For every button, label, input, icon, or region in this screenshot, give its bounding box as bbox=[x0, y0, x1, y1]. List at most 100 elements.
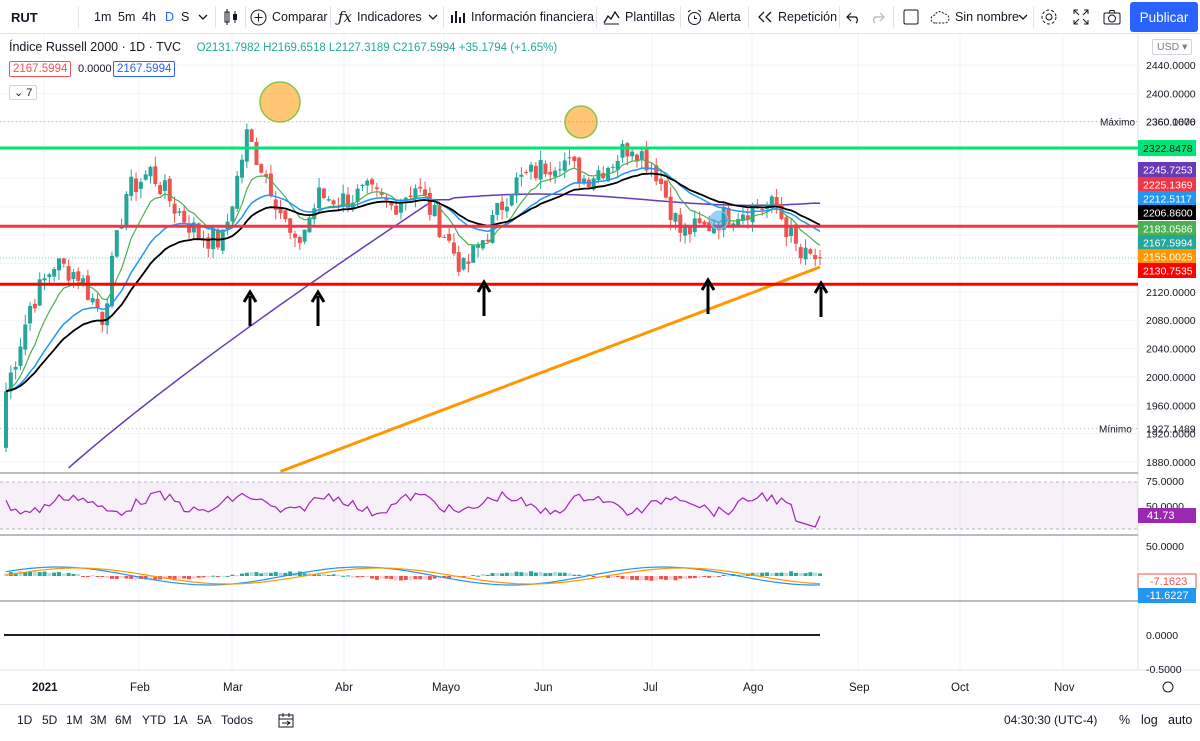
indicator-count-toggle[interactable]: ⌄ 7 bbox=[9, 85, 38, 100]
log-scale-toggle[interactable]: log bbox=[1141, 713, 1158, 727]
candle bbox=[114, 229, 119, 258]
candle-body bbox=[524, 172, 529, 174]
macd-histogram-bar bbox=[230, 574, 235, 576]
interval-4h[interactable]: 4h bbox=[142, 10, 156, 24]
macd-histogram-bar bbox=[779, 572, 784, 576]
range-all[interactable]: Todos bbox=[221, 713, 254, 727]
macd-histogram-bar bbox=[581, 575, 586, 577]
macd-histogram-bar bbox=[639, 576, 644, 581]
settings-gear-icon[interactable] bbox=[1040, 0, 1058, 34]
interval-dropdown-icon[interactable] bbox=[198, 0, 208, 34]
min-value: 1927.1489 bbox=[1146, 424, 1196, 436]
candle-body bbox=[471, 245, 476, 263]
macd-histogram-bar bbox=[215, 576, 220, 577]
range-6m[interactable]: 6M bbox=[115, 713, 132, 727]
candle-body bbox=[437, 205, 442, 238]
x-tick-label: 2021 bbox=[32, 682, 58, 694]
x-tick-label: Abr bbox=[335, 682, 353, 694]
fullscreen-icon[interactable] bbox=[1073, 0, 1089, 34]
range-3m[interactable]: 3M bbox=[90, 713, 107, 727]
percent-scale-toggle[interactable]: % bbox=[1119, 713, 1131, 727]
price-label: 2245.7253 bbox=[1143, 165, 1193, 177]
candle bbox=[336, 197, 341, 211]
camera-icon[interactable] bbox=[1103, 0, 1121, 34]
interval-5m[interactable]: 5m bbox=[118, 10, 136, 24]
templates-button[interactable]: Plantillas bbox=[603, 0, 675, 34]
candle-body bbox=[668, 196, 673, 221]
range-1m[interactable]: 1M bbox=[66, 713, 83, 727]
macd-histogram-bar bbox=[23, 572, 28, 576]
candle bbox=[76, 267, 81, 290]
ask-price-pill[interactable]: 2167.5994 bbox=[113, 61, 176, 77]
macd-histogram-bar bbox=[355, 576, 360, 578]
candles-style-icon[interactable] bbox=[222, 0, 240, 34]
macd-histogram-bar bbox=[634, 576, 639, 581]
macd-histogram-bar bbox=[95, 576, 100, 578]
range-5d[interactable]: 5D bbox=[42, 713, 58, 727]
interval-s[interactable]: S bbox=[181, 10, 190, 24]
macd-histogram-bar bbox=[336, 574, 341, 576]
indicators-button[interactable]: ƒx Indicadores bbox=[338, 0, 422, 34]
price-chart[interactable]: 2440.00002400.00002360.00002320.00002280… bbox=[0, 34, 1200, 704]
indicators-dropdown-icon[interactable] bbox=[428, 0, 438, 34]
compare-button[interactable]: Comparar bbox=[250, 0, 328, 34]
candle bbox=[230, 205, 235, 227]
candle-body bbox=[736, 219, 741, 226]
interval-1m[interactable]: 1m bbox=[94, 10, 112, 24]
candle-body bbox=[760, 208, 765, 210]
candle bbox=[124, 191, 129, 231]
range-1d[interactable]: 1D bbox=[17, 713, 33, 727]
pattern-circle-orange bbox=[259, 81, 301, 123]
layout-name-button[interactable]: Sin nombre bbox=[930, 0, 1019, 34]
candle-body bbox=[4, 391, 8, 448]
candle bbox=[423, 181, 428, 197]
redo-icon[interactable] bbox=[869, 0, 885, 34]
range-5a[interactable]: 5A bbox=[197, 713, 212, 727]
rsi-band bbox=[0, 482, 1138, 529]
chart-area[interactable]: 2440.00002400.00002360.00002320.00002280… bbox=[0, 34, 1200, 704]
macd-histogram-bar bbox=[211, 575, 216, 577]
candle bbox=[509, 194, 514, 207]
toolbar-divider bbox=[245, 6, 246, 28]
interval-d[interactable]: D bbox=[165, 10, 175, 24]
x-tick-label: Jul bbox=[643, 682, 658, 694]
auto-scale-toggle[interactable]: auto bbox=[1168, 713, 1193, 727]
toolbar-divider bbox=[893, 6, 894, 28]
publish-button[interactable]: Publicar bbox=[1130, 2, 1198, 32]
macd-histogram-bar bbox=[379, 576, 384, 579]
y-tick-label: 1960.0000 bbox=[1146, 400, 1196, 412]
timezone-clock[interactable]: 04:30:30 (UTC-4) bbox=[1004, 713, 1098, 727]
toolbar-divider bbox=[330, 6, 331, 28]
candle bbox=[398, 198, 403, 220]
macd-histogram-bar bbox=[423, 576, 428, 580]
fullscreen-chart-icon[interactable] bbox=[903, 0, 919, 34]
macd-histogram-bar bbox=[649, 576, 654, 581]
macd-histogram-bar bbox=[538, 572, 543, 576]
goto-date-icon[interactable] bbox=[278, 705, 294, 735]
legend-title: Índice Russell 2000 · 1D · TVC bbox=[9, 40, 182, 54]
toolbar-divider bbox=[680, 6, 681, 28]
macd-histogram-bar bbox=[471, 575, 476, 577]
currency-selector[interactable]: USD ▾ bbox=[1152, 39, 1193, 55]
replay-button[interactable]: Repetición bbox=[757, 0, 837, 34]
macd-signal-line bbox=[5, 567, 821, 585]
financials-button[interactable]: Información financiera bbox=[450, 0, 594, 34]
candle-body bbox=[509, 194, 514, 206]
price-label-bg bbox=[1138, 235, 1196, 250]
symbol-search-button[interactable]: RUT bbox=[11, 9, 38, 25]
arrow-head bbox=[700, 277, 716, 291]
bid-price-pill[interactable]: 2167.5994 bbox=[9, 61, 72, 77]
candle bbox=[456, 245, 461, 276]
range-ytd[interactable]: YTD bbox=[142, 713, 166, 727]
candle bbox=[37, 272, 42, 307]
macd-histogram-bar bbox=[81, 576, 86, 577]
undo-icon[interactable] bbox=[846, 0, 862, 34]
candle bbox=[529, 161, 534, 180]
range-1a[interactable]: 1A bbox=[173, 713, 188, 727]
layout-dropdown-icon[interactable] bbox=[1018, 0, 1028, 34]
alert-button[interactable]: Alerta bbox=[686, 0, 741, 34]
macd-histogram-bar bbox=[567, 573, 572, 576]
candle bbox=[591, 176, 596, 192]
y-tick-label: 2080.0000 bbox=[1146, 315, 1196, 327]
candle bbox=[610, 163, 615, 173]
